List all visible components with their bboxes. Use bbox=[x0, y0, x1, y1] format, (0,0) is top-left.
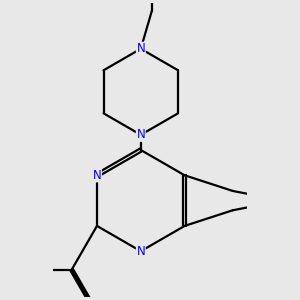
Text: N: N bbox=[93, 169, 101, 182]
Text: N: N bbox=[136, 128, 145, 141]
Text: N: N bbox=[136, 42, 145, 55]
Text: N: N bbox=[136, 245, 145, 258]
